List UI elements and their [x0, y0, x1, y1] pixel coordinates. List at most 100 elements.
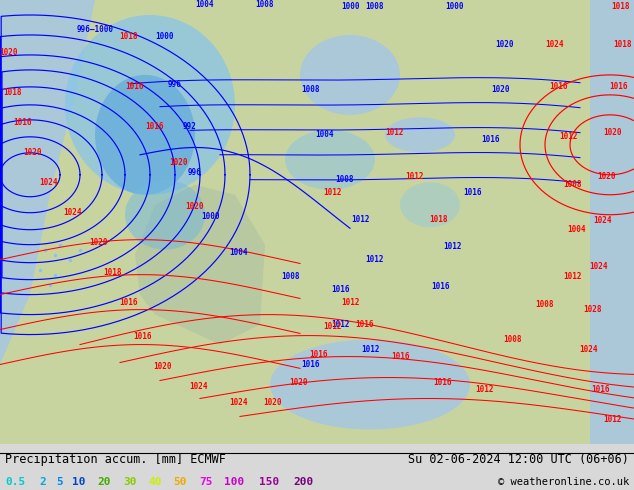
Text: 50: 50	[174, 477, 187, 487]
Text: 1000: 1000	[446, 2, 464, 11]
Text: 1024: 1024	[593, 216, 611, 225]
Text: 1012: 1012	[323, 322, 341, 331]
Text: 1020: 1020	[186, 202, 204, 211]
Text: 1020: 1020	[603, 128, 621, 137]
Text: 1012: 1012	[559, 132, 577, 141]
Text: 1012: 1012	[323, 188, 341, 197]
Text: 1024: 1024	[39, 178, 57, 187]
Text: 1020: 1020	[153, 362, 171, 371]
Text: 200: 200	[293, 477, 313, 487]
Text: 1018: 1018	[429, 215, 447, 224]
Text: 1016: 1016	[119, 298, 137, 307]
Text: 1016: 1016	[309, 350, 327, 359]
Text: 1020: 1020	[169, 158, 187, 167]
Text: 1016: 1016	[591, 385, 609, 394]
Text: 1012: 1012	[406, 172, 424, 181]
Text: 1020: 1020	[491, 85, 509, 95]
Text: 1012: 1012	[563, 272, 581, 281]
Text: 75: 75	[199, 477, 212, 487]
Text: 1008: 1008	[563, 180, 581, 189]
Text: © weatheronline.co.uk: © weatheronline.co.uk	[498, 477, 629, 487]
Text: 1000: 1000	[156, 32, 174, 42]
Text: 1016: 1016	[463, 188, 481, 197]
Text: 1016: 1016	[13, 119, 31, 127]
Text: 1018: 1018	[3, 88, 22, 98]
Text: 0.5: 0.5	[5, 477, 25, 487]
Text: 2: 2	[39, 477, 46, 487]
Text: 40: 40	[148, 477, 162, 487]
Text: 1012: 1012	[331, 320, 349, 329]
Text: Precipitation accum. [mm] ECMWF: Precipitation accum. [mm] ECMWF	[5, 452, 226, 466]
Text: 5: 5	[56, 477, 63, 487]
Text: 1016: 1016	[146, 122, 164, 131]
Text: 1004: 1004	[229, 248, 247, 257]
Ellipse shape	[270, 340, 470, 429]
Text: 1016: 1016	[301, 360, 320, 369]
Text: 1018: 1018	[611, 2, 630, 11]
Text: 1020: 1020	[496, 41, 514, 49]
Text: 1004: 1004	[196, 0, 214, 9]
Ellipse shape	[300, 35, 400, 115]
Text: 1020: 1020	[262, 398, 281, 407]
Ellipse shape	[285, 130, 375, 190]
Polygon shape	[135, 185, 265, 344]
Text: 1012: 1012	[361, 345, 379, 354]
Text: 1018: 1018	[119, 32, 137, 42]
Text: 1000: 1000	[201, 212, 219, 221]
Text: 996: 996	[188, 168, 202, 177]
Text: 1016: 1016	[609, 82, 627, 92]
Text: 100: 100	[224, 477, 245, 487]
Text: 1008: 1008	[301, 85, 320, 95]
Text: 150: 150	[259, 477, 279, 487]
Text: 1020: 1020	[288, 378, 307, 387]
Text: 20: 20	[98, 477, 111, 487]
Text: 1024: 1024	[589, 262, 607, 271]
Text: 1016: 1016	[356, 320, 374, 329]
Text: 1012: 1012	[443, 242, 462, 251]
Polygon shape	[590, 0, 634, 444]
Ellipse shape	[400, 182, 460, 227]
Text: 1012: 1012	[603, 415, 621, 424]
Text: 1012: 1012	[476, 385, 495, 394]
Text: 30: 30	[123, 477, 136, 487]
Text: 1016: 1016	[430, 282, 450, 291]
Text: 1018: 1018	[612, 41, 631, 49]
Text: Su 02-06-2024 12:00 UTC (06+06): Su 02-06-2024 12:00 UTC (06+06)	[408, 452, 629, 466]
Text: 1008: 1008	[503, 335, 521, 344]
Text: 1016: 1016	[549, 82, 567, 92]
Text: 1016: 1016	[126, 82, 145, 92]
Text: 1016: 1016	[391, 352, 410, 361]
Text: 1016: 1016	[331, 285, 349, 294]
Text: 1008: 1008	[336, 175, 354, 184]
Text: 1008: 1008	[366, 2, 384, 11]
Ellipse shape	[95, 75, 195, 195]
Text: 1024: 1024	[546, 41, 564, 49]
Text: 1016: 1016	[481, 135, 499, 145]
Text: 1008: 1008	[256, 0, 275, 9]
Text: 1016: 1016	[433, 378, 451, 387]
Text: 1020: 1020	[0, 49, 17, 57]
Text: 1012: 1012	[340, 298, 359, 307]
Text: 1024: 1024	[229, 398, 247, 407]
Ellipse shape	[65, 15, 235, 195]
Ellipse shape	[385, 117, 455, 152]
Text: 996: 996	[168, 80, 182, 89]
Text: 1020: 1020	[23, 148, 41, 157]
Text: 1004: 1004	[567, 225, 585, 234]
Text: 1024: 1024	[63, 208, 81, 217]
Text: 1024: 1024	[579, 345, 597, 354]
Text: 1008: 1008	[281, 272, 299, 281]
Text: 1000: 1000	[340, 2, 359, 11]
Text: 996–1000: 996–1000	[77, 25, 113, 34]
Ellipse shape	[125, 180, 205, 250]
Text: 1004: 1004	[316, 130, 334, 139]
Text: 992: 992	[183, 122, 197, 131]
Polygon shape	[0, 0, 95, 444]
Text: 10: 10	[72, 477, 86, 487]
Text: 1016: 1016	[133, 332, 152, 341]
Text: 1028: 1028	[584, 305, 602, 314]
Text: 1024: 1024	[189, 382, 207, 391]
Text: 1012: 1012	[385, 128, 404, 137]
Text: 1012: 1012	[351, 215, 369, 224]
Text: 1008: 1008	[536, 300, 554, 309]
